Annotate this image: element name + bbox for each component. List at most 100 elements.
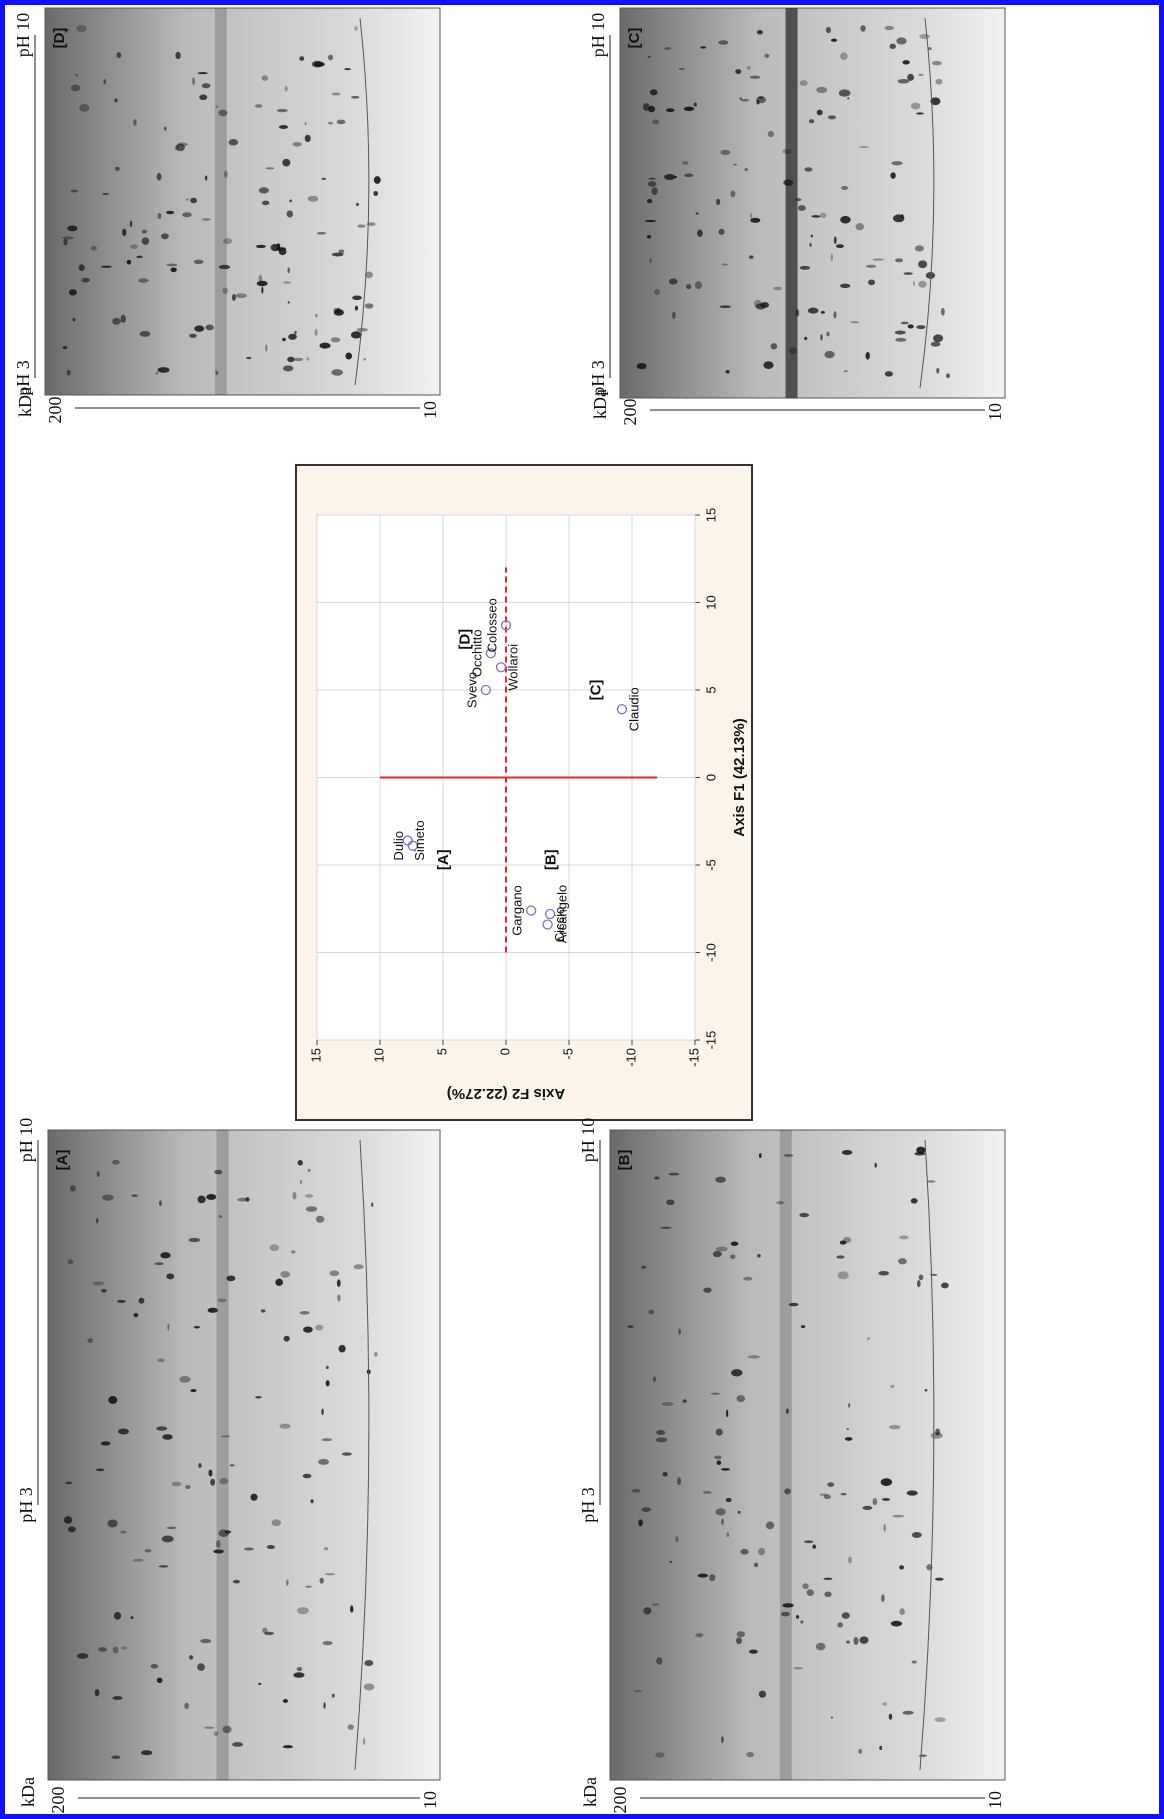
gel-spot: [112, 1696, 122, 1700]
gel-spot: [695, 1633, 703, 1637]
gel-spot: [848, 1556, 852, 1563]
gel-spot: [265, 344, 267, 351]
gel-spot: [831, 254, 833, 262]
gel-spot: [277, 109, 288, 112]
gel-spot: [291, 1250, 295, 1253]
gel-spot: [789, 1303, 799, 1306]
gel-spot: [208, 1470, 212, 1477]
gel-spot: [328, 122, 333, 125]
gel-spot: [811, 215, 820, 218]
gel-spot: [337, 1279, 341, 1287]
gel-spot: [363, 1738, 365, 1745]
gel-spot: [166, 211, 174, 214]
gel-spot: [828, 115, 836, 119]
gel-spot: [891, 161, 902, 165]
gel-spot: [157, 173, 162, 181]
gel-spot: [763, 361, 773, 369]
gel-spot: [96, 1218, 98, 1223]
gel-spot: [145, 1549, 152, 1552]
figure: pH 10pH 3[D]kDa20010pH 10pH 3[C]kDa20010…: [0, 0, 1164, 1819]
gel-spot: [206, 1194, 216, 1200]
point-label: Claudio: [626, 687, 641, 731]
gel-spot: [750, 213, 752, 218]
gel-spot: [93, 1281, 104, 1285]
gel-spot: [809, 119, 814, 123]
gel-spot: [794, 1667, 803, 1669]
gel-spot: [684, 107, 694, 111]
gel-spot: [186, 198, 189, 200]
x-tick-label: -15: [703, 1031, 718, 1050]
gel-spot: [666, 108, 674, 112]
gel-spot: [656, 1437, 667, 1442]
gel-spot: [219, 1478, 228, 1485]
gel-spot: [816, 87, 827, 93]
gel-spot: [326, 1366, 329, 1369]
gel-spot: [655, 1752, 665, 1757]
gel-spot: [664, 174, 675, 180]
gel-spot: [874, 1163, 876, 1168]
gel-spot: [319, 343, 330, 349]
gel-spot: [96, 1469, 104, 1472]
gel-spot: [731, 1369, 742, 1376]
gel-spot: [892, 1515, 904, 1518]
gel-spot: [214, 1170, 222, 1174]
x-axis-title: Axis F1 (42.13%): [731, 718, 748, 836]
gel-spot: [711, 1393, 721, 1395]
gel-spot: [71, 85, 81, 92]
gel-spot: [781, 1612, 790, 1617]
gel-spot: [858, 146, 869, 148]
gel-spot: [98, 1647, 107, 1652]
gel-spot: [114, 1612, 121, 1620]
gel-spot: [159, 1200, 162, 1206]
gel-spot: [664, 47, 671, 50]
kda-low: 10: [985, 403, 1005, 421]
gel-spot: [840, 1240, 847, 1244]
kda-high: 200: [610, 1787, 630, 1814]
gel-spot: [764, 54, 769, 58]
gel-spot: [895, 258, 903, 262]
gel-spot: [283, 1745, 293, 1748]
gel-spot: [287, 357, 294, 363]
gel-spot: [771, 343, 778, 349]
gel-spot: [911, 103, 921, 110]
gel-spot: [847, 97, 849, 99]
gel-spot: [159, 1565, 169, 1567]
gel-spot: [142, 237, 150, 245]
gel-spot: [122, 229, 126, 236]
gel-band: [217, 1130, 229, 1780]
gel-spot: [935, 79, 942, 85]
gel-spot: [758, 1548, 765, 1555]
gel-spot: [142, 230, 148, 234]
gel-spot: [332, 93, 341, 96]
gel-spot: [171, 267, 177, 272]
point-label: Wollaroi: [505, 644, 520, 691]
gel-spot: [670, 1561, 673, 1563]
gel-spot: [108, 1396, 117, 1404]
gel-spot: [288, 301, 290, 304]
gel-spot: [654, 1176, 659, 1179]
gel-spot: [182, 212, 192, 217]
point-label: Arcangelo: [555, 885, 570, 944]
gel-spot: [133, 119, 136, 126]
gel-spot: [649, 258, 652, 263]
gel-spot: [308, 1169, 311, 1172]
gel-spot: [730, 190, 735, 197]
gel-spot: [800, 80, 808, 86]
gel-spot: [881, 1594, 885, 1602]
gel-label: [C]: [626, 28, 643, 49]
gel-spot: [703, 1287, 711, 1292]
gel-spot: [839, 89, 851, 96]
gel-spot: [679, 68, 685, 70]
group-label: [B]: [542, 849, 559, 870]
gel-spot: [855, 223, 863, 230]
gel-spot: [873, 258, 885, 260]
gel-spot: [102, 1194, 114, 1200]
gel-spot: [796, 198, 802, 201]
gel-spot: [660, 1227, 672, 1229]
gel-spot: [713, 1251, 722, 1257]
gel-spot: [156, 372, 158, 375]
gel-spot: [102, 193, 109, 195]
gel-spot: [133, 1313, 138, 1317]
y-tick-label: 5: [434, 1048, 449, 1055]
gel-spot: [853, 1637, 858, 1645]
